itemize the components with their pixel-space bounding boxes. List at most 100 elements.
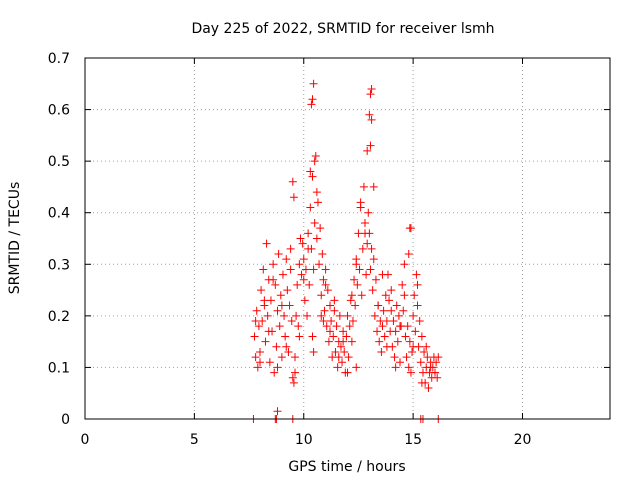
y-tick-label: 0.2 (48, 309, 70, 325)
data-point (286, 265, 295, 274)
data-point (374, 301, 383, 310)
data-point (320, 306, 329, 315)
x-axis-label: GPS time / hours (288, 459, 405, 475)
data-point (309, 79, 318, 88)
data-point (347, 337, 356, 346)
data-point (378, 270, 387, 279)
data-point (327, 317, 336, 326)
data-point (273, 407, 282, 416)
data-point (252, 306, 261, 315)
y-tick-label: 0.5 (48, 154, 70, 170)
data-point (413, 301, 422, 310)
data-point (271, 280, 280, 289)
data-point (308, 332, 317, 341)
data-point (304, 229, 313, 238)
data-point (299, 275, 308, 284)
data-point (309, 347, 318, 356)
data-point (392, 301, 401, 310)
data-point (343, 311, 352, 320)
data-point (317, 291, 326, 300)
data-point (346, 296, 355, 305)
data-point (330, 296, 339, 305)
data-point (432, 358, 441, 367)
data-point (400, 291, 409, 300)
data-point (274, 249, 283, 258)
data-point (396, 322, 404, 331)
data-point (282, 255, 291, 264)
data-point (367, 115, 376, 124)
data-point (399, 306, 408, 315)
data-point (306, 167, 315, 176)
data-point (265, 358, 274, 367)
x-tick-label: 10 (295, 432, 313, 448)
data-point (313, 198, 322, 207)
data-point (363, 146, 372, 155)
data-point (406, 368, 415, 377)
data-point (269, 275, 278, 284)
data-point (387, 306, 396, 315)
data-point (371, 275, 380, 284)
data-point (420, 347, 429, 356)
data-point (411, 327, 420, 336)
data-point (304, 244, 313, 253)
tick-labels: 0 0.1 0.2 0.3 0.4 0.5 0.6 0.7 0 5 10 15 20 (48, 51, 532, 448)
data-point (300, 296, 309, 305)
data-point (431, 368, 439, 377)
data-point (312, 234, 321, 243)
data-point (424, 384, 433, 393)
data-point (291, 353, 299, 362)
data-point (378, 322, 387, 331)
data-point (308, 95, 317, 104)
data-point (319, 275, 328, 284)
chart-title: Day 225 of 2022, SRMTID for receiver lsm… (191, 21, 494, 37)
data-point (312, 188, 321, 197)
data-point (339, 337, 348, 346)
data-point (326, 301, 334, 310)
data-point (295, 332, 304, 341)
data-point (330, 306, 339, 315)
data-point (269, 260, 278, 269)
data-point (393, 337, 402, 346)
data-point (273, 363, 282, 372)
data-point (379, 306, 388, 315)
data-point (303, 311, 312, 320)
data-point (422, 342, 431, 351)
data-point (359, 182, 368, 191)
data-point (277, 353, 286, 362)
data-point (316, 224, 325, 233)
data-point (434, 353, 443, 362)
y-tick-label: 0.3 (48, 257, 70, 273)
data-point (382, 342, 391, 351)
data-point (356, 198, 365, 207)
data-point (365, 110, 374, 119)
x-tick-label: 0 (81, 432, 90, 448)
data-point (264, 327, 273, 336)
data-point (348, 317, 357, 326)
data-point (261, 337, 270, 346)
y-axis-label: SRMTID / TECUs (7, 182, 23, 295)
data-point (281, 332, 290, 341)
data-point (332, 322, 341, 331)
data-point (338, 358, 347, 367)
data-point (251, 353, 260, 362)
data-point (340, 347, 349, 356)
data-point (257, 286, 266, 295)
data-point (262, 239, 271, 248)
data-point (363, 239, 372, 248)
data-point (294, 322, 303, 331)
data-point (366, 141, 375, 150)
data-point (409, 311, 418, 320)
axis-ticks (84, 57, 610, 420)
data-point (293, 280, 302, 289)
data-point (357, 291, 366, 300)
data-point (347, 291, 356, 300)
data-point (286, 244, 295, 253)
data-point (287, 317, 296, 326)
y-tick-label: 0 (61, 412, 70, 428)
data-point (277, 301, 286, 310)
y-tick-label: 0.6 (48, 103, 70, 119)
data-point (301, 265, 310, 274)
x-tick-label: 20 (514, 432, 532, 448)
data-point (276, 291, 285, 300)
